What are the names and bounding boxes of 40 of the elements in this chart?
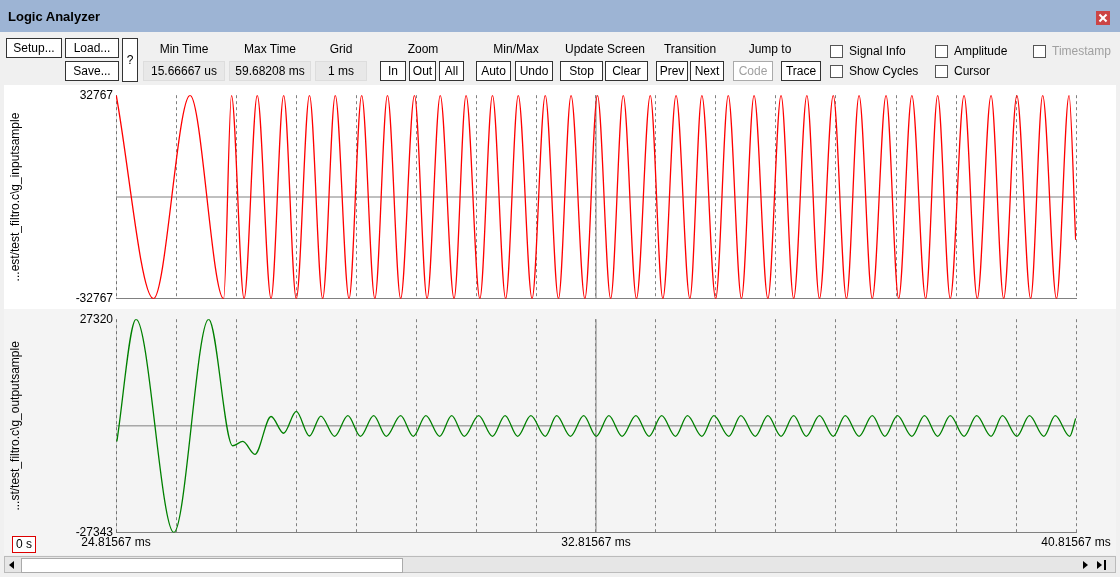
text: Amplitude <box>954 43 1008 59</box>
text: Auto <box>476 61 511 81</box>
text: Undo <box>515 61 553 81</box>
text: Min/Max <box>492 41 540 57</box>
y-tick-label: 27320 <box>79 311 114 326</box>
text: Cursor <box>954 63 991 79</box>
text: Jump to <box>747 41 793 57</box>
text: 59.68208 ms <box>229 61 311 81</box>
text: Update Screen <box>563 41 647 57</box>
text: Trace <box>781 61 821 81</box>
y-axis-title: ...est/test_filtro.c\g_inputsample <box>7 112 22 282</box>
text: 1 ms <box>315 61 367 81</box>
text: ? <box>122 38 138 82</box>
text: Min Time <box>158 41 210 57</box>
text: In <box>380 61 406 81</box>
text: Zoom <box>406 41 440 57</box>
text: Show Cycles <box>849 63 919 79</box>
x-tick-label: 32.81567 ms <box>561 535 631 550</box>
text: 0 s <box>12 536 37 553</box>
y-tick-label: -32767 <box>75 291 114 306</box>
text: Load... <box>65 38 119 58</box>
text: Setup... <box>6 38 62 58</box>
text: 15.66667 us <box>143 61 225 81</box>
text: Signal Info <box>849 43 906 59</box>
text: Save... <box>65 61 119 81</box>
text: Max Time <box>243 41 297 57</box>
text: Out <box>409 61 436 81</box>
text: Next <box>690 61 724 81</box>
text: Logic Analyzer <box>8 9 100 24</box>
text: Transition <box>662 41 718 57</box>
x-tick-label: 40.81567 ms <box>1041 535 1111 550</box>
text: All <box>439 61 464 81</box>
text: Code <box>733 61 773 81</box>
text: Clear <box>605 61 648 81</box>
text: Timestamp <box>1052 43 1111 59</box>
text: Stop <box>560 61 603 81</box>
text: Prev <box>656 61 688 81</box>
text: Grid <box>328 41 354 57</box>
y-axis-title: ...st/test_filtro.c\g_outputsample <box>7 340 22 511</box>
y-tick-label: 32767 <box>79 87 114 102</box>
